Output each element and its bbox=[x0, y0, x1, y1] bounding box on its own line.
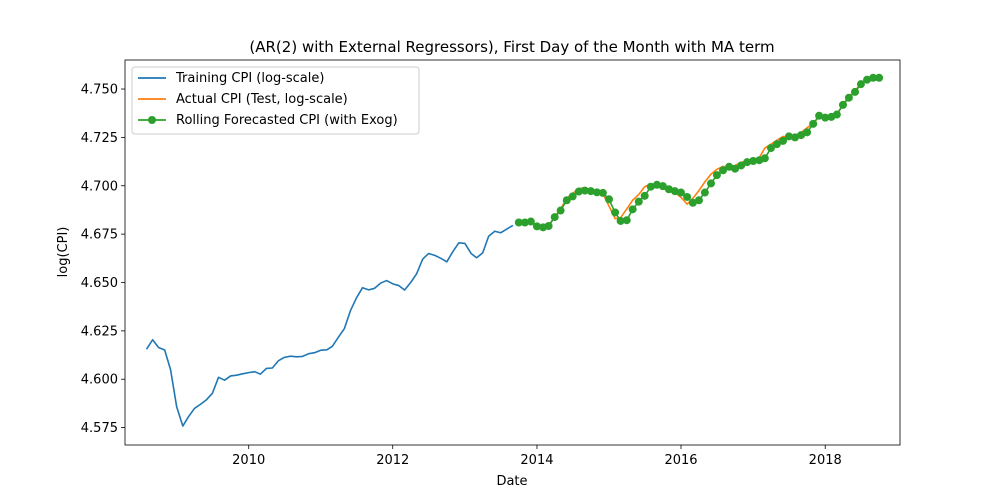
forecast-point bbox=[598, 188, 607, 197]
forecast-point bbox=[809, 119, 818, 128]
forecast-point bbox=[737, 161, 746, 170]
forecast-point bbox=[592, 188, 601, 197]
forecast-point bbox=[856, 80, 865, 89]
chart-title: (AR(2) with External Regressors), First … bbox=[249, 38, 774, 56]
forecast-point bbox=[658, 182, 667, 191]
forecast-point bbox=[616, 216, 625, 225]
x-tick-label: 2012 bbox=[376, 453, 409, 468]
plot-frame bbox=[124, 59, 901, 446]
forecast-point bbox=[791, 133, 800, 142]
forecast-point bbox=[676, 188, 685, 197]
forecast-point bbox=[815, 111, 824, 120]
series-layer bbox=[145, 73, 884, 427]
forecast-point bbox=[550, 213, 559, 222]
training-series-line bbox=[145, 224, 514, 427]
forecast-point bbox=[706, 179, 715, 188]
x-tick-label: 2018 bbox=[809, 453, 842, 468]
y-tick-label: 4.675 bbox=[81, 228, 118, 243]
forecast-point bbox=[766, 144, 775, 153]
forecast-point bbox=[688, 198, 697, 207]
legend-marker-forecast bbox=[148, 116, 156, 124]
forecast-point bbox=[749, 156, 758, 165]
forecast-point bbox=[832, 110, 841, 119]
forecast-point bbox=[851, 87, 860, 96]
forecast-point bbox=[562, 196, 571, 205]
x-tick-label: 2014 bbox=[520, 453, 553, 468]
forecast-point bbox=[784, 132, 793, 141]
forecast-point bbox=[544, 221, 553, 230]
forecast-point bbox=[869, 73, 878, 82]
y-tick-label: 4.600 bbox=[81, 373, 118, 388]
forecast-point bbox=[586, 187, 595, 196]
forecast-point bbox=[634, 197, 643, 206]
forecast-point bbox=[700, 188, 709, 197]
forecast-point bbox=[556, 206, 565, 215]
forecast-point bbox=[803, 128, 812, 137]
forecast-point bbox=[863, 75, 872, 84]
y-tick-label: 4.625 bbox=[81, 324, 118, 339]
forecast-point bbox=[838, 100, 847, 109]
legend: Training CPI (log-scale) Actual CPI (Tes… bbox=[131, 66, 420, 135]
forecast-point bbox=[574, 187, 583, 196]
forecast-point bbox=[604, 195, 613, 204]
legend-label-forecast: Rolling Forecasted CPI (with Exog) bbox=[176, 113, 398, 128]
forecast-point bbox=[622, 216, 631, 225]
forecast-point bbox=[694, 196, 703, 205]
forecast-point bbox=[772, 140, 781, 149]
y-tick-label: 4.750 bbox=[81, 83, 118, 98]
forecast-point bbox=[719, 166, 728, 175]
forecast-point bbox=[712, 171, 721, 180]
forecast-point bbox=[844, 93, 853, 102]
x-axis-ticks: 2010 2012 2014 2016 2018 bbox=[232, 445, 842, 468]
x-axis-label: Date bbox=[496, 474, 527, 489]
forecast-point bbox=[580, 186, 589, 195]
y-tick-label: 4.575 bbox=[81, 421, 118, 436]
forecast-point bbox=[532, 222, 541, 231]
forecast-point bbox=[731, 164, 740, 173]
forecast-point bbox=[568, 192, 577, 201]
forecast-point bbox=[683, 192, 692, 201]
forecast-point bbox=[628, 205, 637, 214]
y-axis-ticks: 4.575 4.600 4.625 4.650 4.675 4.700 4.725 4.750 bbox=[81, 83, 125, 436]
legend-box bbox=[131, 66, 420, 135]
forecast-point bbox=[611, 208, 620, 217]
forecast-point bbox=[743, 158, 752, 167]
forecast-point bbox=[821, 113, 830, 122]
y-tick-label: 4.700 bbox=[81, 179, 118, 194]
forecast-point bbox=[779, 136, 788, 145]
y-tick-label: 4.725 bbox=[81, 131, 118, 146]
y-tick-label: 4.650 bbox=[81, 276, 118, 291]
forecast-point bbox=[640, 191, 649, 200]
forecast-point bbox=[670, 187, 679, 196]
legend-label-actual: Actual CPI (Test, log-scale) bbox=[176, 92, 348, 107]
forecast-point bbox=[875, 73, 884, 82]
forecast-point bbox=[760, 154, 769, 163]
legend-label-training: Training CPI (log-scale) bbox=[175, 71, 324, 86]
forecast-point bbox=[520, 218, 529, 227]
forecast-point bbox=[526, 217, 535, 226]
forecast-point bbox=[646, 182, 655, 191]
x-tick-label: 2016 bbox=[664, 453, 697, 468]
forecast-point bbox=[514, 218, 523, 227]
x-tick-label: 2010 bbox=[232, 453, 265, 468]
y-axis-label: log(CPI) bbox=[56, 227, 71, 278]
